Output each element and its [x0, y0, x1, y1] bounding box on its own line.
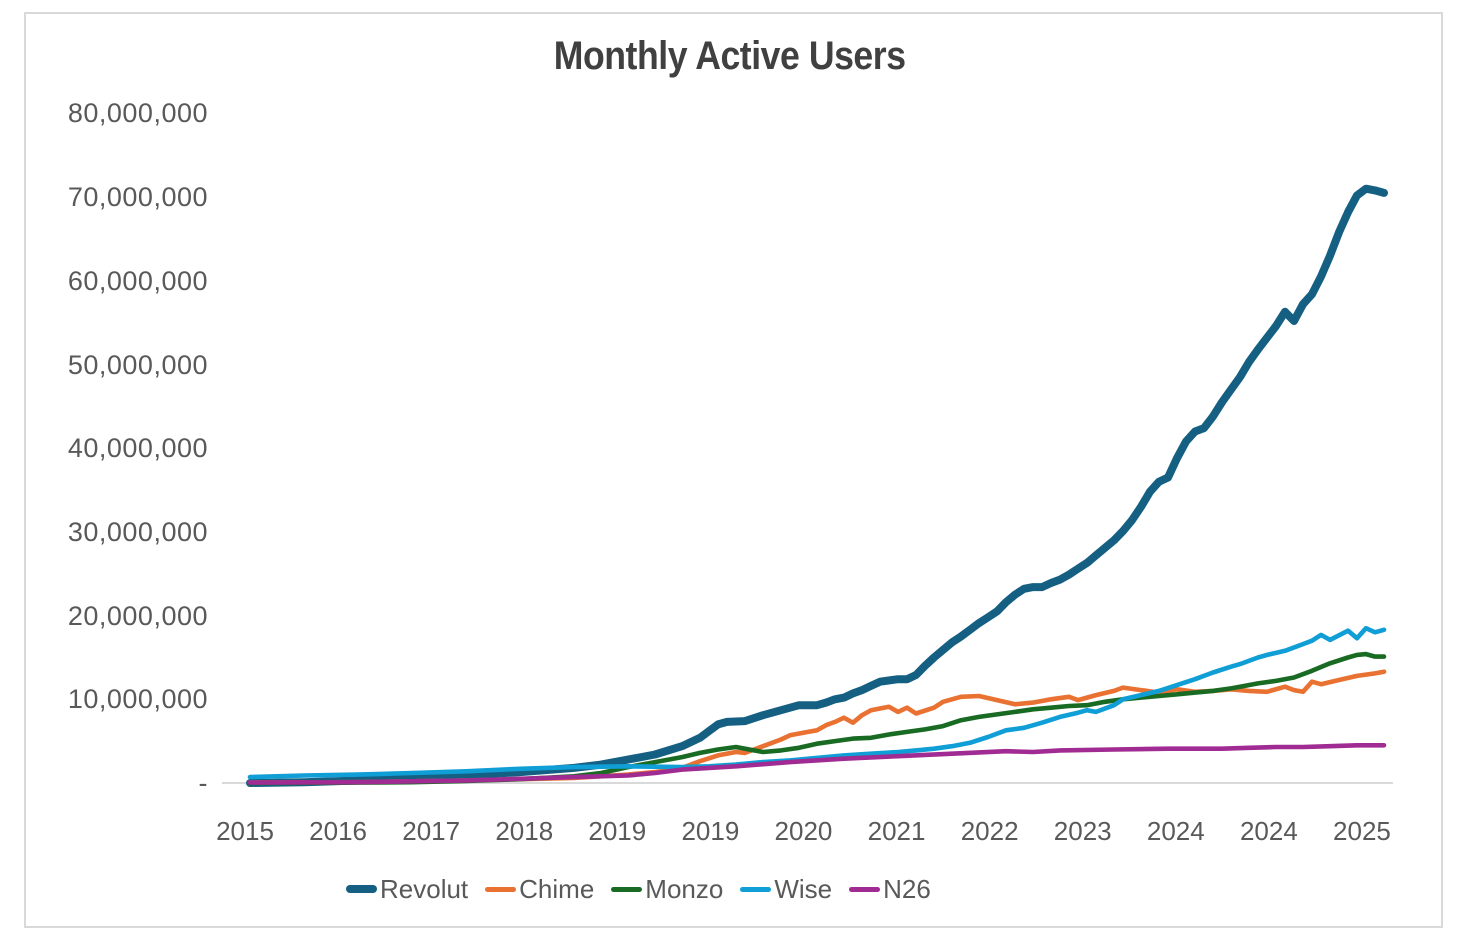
y-axis-tick-label: 20,000,000	[67, 600, 208, 631]
x-axis-line	[222, 782, 1393, 784]
legend-label: Wise	[774, 874, 833, 904]
series-line-revolut	[246, 184, 1388, 787]
legend-label: Monzo	[645, 874, 724, 904]
x-axis-tick-label: 2025	[1333, 816, 1391, 846]
x-axis-tick-label: 2022	[960, 816, 1019, 846]
y-axis-tick-label: 80,000,000	[67, 98, 208, 129]
series-line-n26	[247, 742, 1387, 785]
series-line-chime	[247, 669, 1387, 785]
legend-item-monzo: Monzo	[611, 872, 723, 906]
chart-title-text: Monthly Active Users	[554, 34, 906, 78]
x-axis-tick-label: 2019	[681, 816, 740, 846]
legend-label: Revolut	[380, 874, 469, 904]
y-axis-tick-label: 60,000,000	[67, 265, 208, 296]
legend-label: Chime	[519, 874, 595, 904]
x-axis-tick-label: 2023	[1053, 816, 1112, 846]
legend-item-chime: Chime	[485, 872, 594, 906]
series-line-monzo	[247, 651, 1387, 786]
y-axis-tick-label: 50,000,000	[67, 349, 208, 380]
legend-label: N26	[883, 874, 931, 904]
x-axis-tick-label: 2024	[1239, 816, 1298, 846]
legend-swatch-monzo	[611, 886, 643, 892]
x-axis-tick-label: 2019	[588, 816, 647, 846]
chart-title: Monthly Active Users	[0, 34, 1460, 79]
y-axis-tick-label: 10,000,000	[67, 684, 208, 715]
chart-legend: Revolut Chime Monzo Wise N26	[346, 872, 931, 906]
y-axis-tick-label: 40,000,000	[67, 433, 208, 464]
x-axis-tick-label: 2018	[495, 816, 554, 846]
legend-swatch-revolut	[346, 885, 377, 893]
y-axis-tick-label: -	[198, 768, 208, 798]
x-axis-tick-label: 2020	[774, 816, 833, 846]
legend-item-wise: Wise	[740, 872, 832, 906]
x-axis-tick-label: 2017	[402, 816, 461, 846]
legend-item-n26: N26	[849, 872, 931, 906]
x-axis-tick-label: 2024	[1146, 816, 1205, 846]
legend-swatch-n26	[849, 886, 881, 892]
x-axis-tick-label: 2016	[309, 816, 367, 846]
y-axis-tick-label: 30,000,000	[67, 516, 208, 547]
y-axis-tick-label: 70,000,000	[67, 182, 208, 213]
legend-swatch-chime	[485, 886, 517, 892]
series-line-wise	[247, 625, 1387, 780]
legend-item-revolut: Revolut	[346, 872, 468, 906]
legend-swatch-wise	[740, 886, 772, 892]
x-axis-tick-label: 2015	[216, 816, 274, 846]
x-axis-tick-label: 2021	[867, 816, 926, 846]
